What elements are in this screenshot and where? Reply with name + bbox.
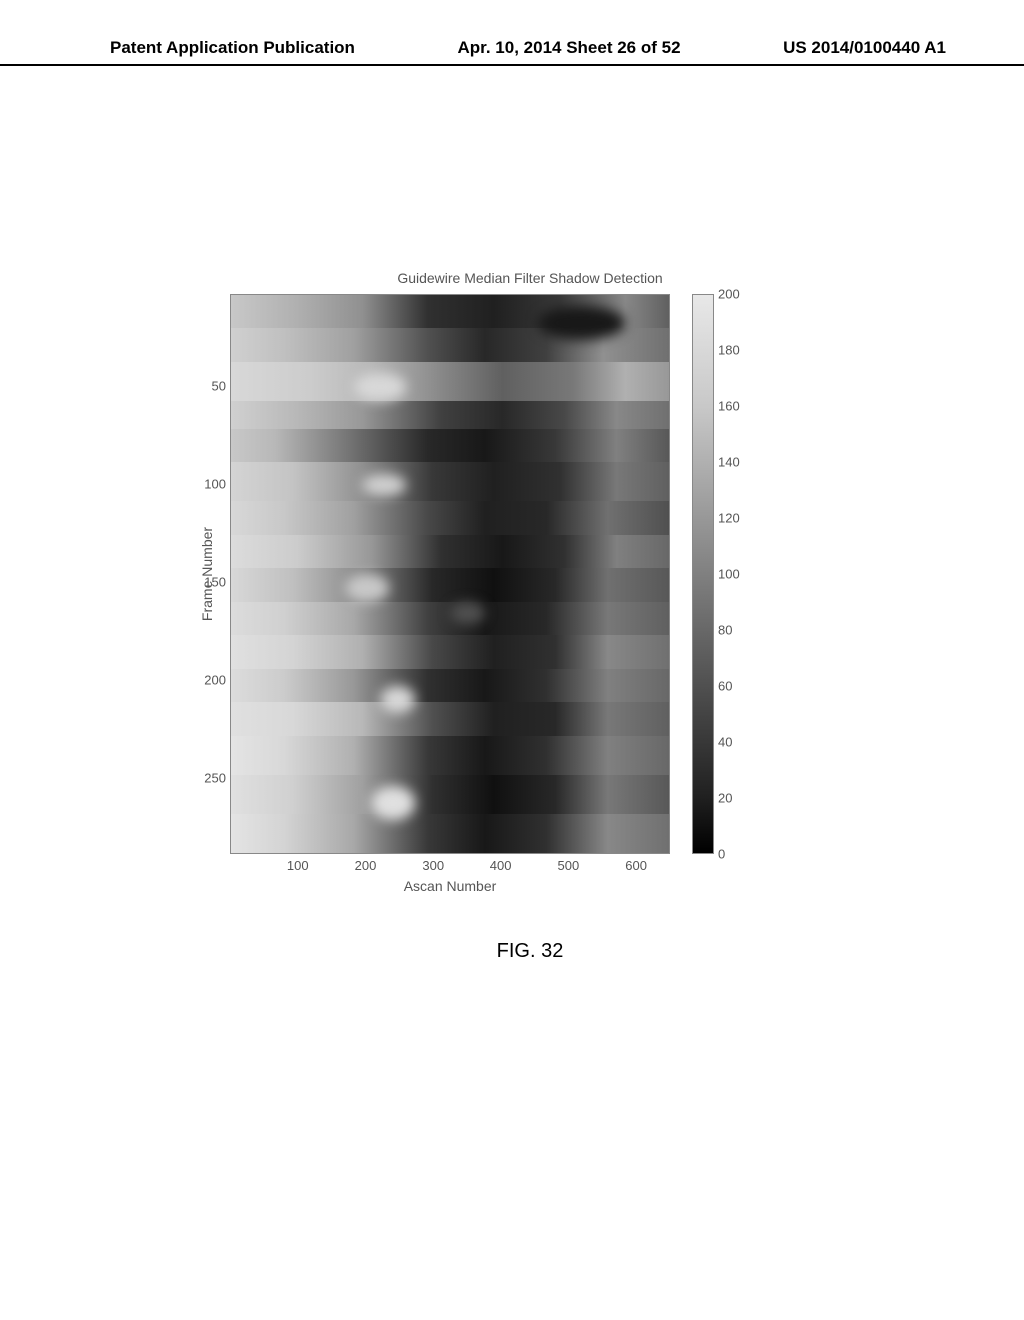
x-tick: 300 [422, 858, 444, 873]
colorbar [692, 294, 714, 854]
figure-area: Guidewire Median Filter Shadow Detection… [180, 270, 880, 963]
heatmap-band [231, 635, 669, 668]
heatmap-blob [345, 574, 389, 602]
heatmap-band [231, 736, 669, 775]
colorbar-wrap: 200180160140120100806040200 [692, 294, 752, 854]
heatmap-band [231, 429, 669, 462]
y-ticks: 50 100 150 200 250 [180, 294, 226, 854]
colorbar-tick: 140 [718, 455, 740, 470]
heatmap-blob [538, 306, 626, 339]
heatmap-band [231, 775, 669, 814]
heatmap-plot [230, 294, 670, 854]
figure-caption: FIG. 32 [180, 940, 880, 963]
x-tick: 600 [625, 858, 647, 873]
heatmap-band [231, 535, 669, 568]
heatmap-blob [371, 786, 415, 819]
heatmap-band [231, 501, 669, 534]
colorbar-tick: 160 [718, 399, 740, 414]
heatmap-blob [450, 602, 485, 624]
header-left: Patent Application Publication [110, 38, 355, 58]
x-axis-label: Ascan Number [230, 878, 670, 894]
heatmap-band [231, 362, 669, 401]
colorbar-tick: 180 [718, 343, 740, 358]
colorbar-tick: 100 [718, 567, 740, 582]
colorbar-tick: 60 [718, 679, 732, 694]
heatmap-band [231, 702, 669, 735]
y-tick: 250 [180, 771, 226, 786]
y-tick: 150 [180, 575, 226, 590]
colorbar-tick: 80 [718, 623, 732, 638]
header-right: US 2014/0100440 A1 [783, 38, 946, 58]
x-tick: 100 [287, 858, 309, 873]
heatmap-band [231, 462, 669, 501]
x-axis: 100 200 300 400 500 600 Ascan Number [230, 854, 670, 904]
colorbar-tick: 20 [718, 791, 732, 806]
heatmap-band [231, 401, 669, 429]
heatmap-band [231, 602, 669, 635]
y-tick: 200 [180, 673, 226, 688]
heatmap-band [231, 568, 669, 601]
header-center: Apr. 10, 2014 Sheet 26 of 52 [458, 38, 681, 58]
colorbar-tick: 200 [718, 287, 740, 302]
y-axis: Frame Number 50100150200250 [180, 294, 230, 854]
heatmap-band [231, 669, 669, 702]
plot-row: Frame Number 50100150200250 200180160140… [180, 294, 880, 854]
colorbar-tick: 40 [718, 735, 732, 750]
x-ticks: 100 200 300 400 500 600 [230, 854, 670, 874]
y-tick: 50 [180, 379, 226, 394]
heatmap-band [231, 814, 669, 853]
heatmap-blob [354, 373, 407, 401]
x-tick: 400 [490, 858, 512, 873]
x-tick: 200 [355, 858, 377, 873]
heatmap-blob [380, 686, 415, 714]
x-tick: 500 [558, 858, 580, 873]
colorbar-tick: 0 [718, 847, 725, 862]
page-header: Patent Application Publication Apr. 10, … [0, 38, 1024, 66]
chart-title: Guidewire Median Filter Shadow Detection [180, 270, 880, 286]
y-tick: 100 [180, 477, 226, 492]
heatmap-blob [362, 474, 406, 496]
colorbar-tick: 120 [718, 511, 740, 526]
